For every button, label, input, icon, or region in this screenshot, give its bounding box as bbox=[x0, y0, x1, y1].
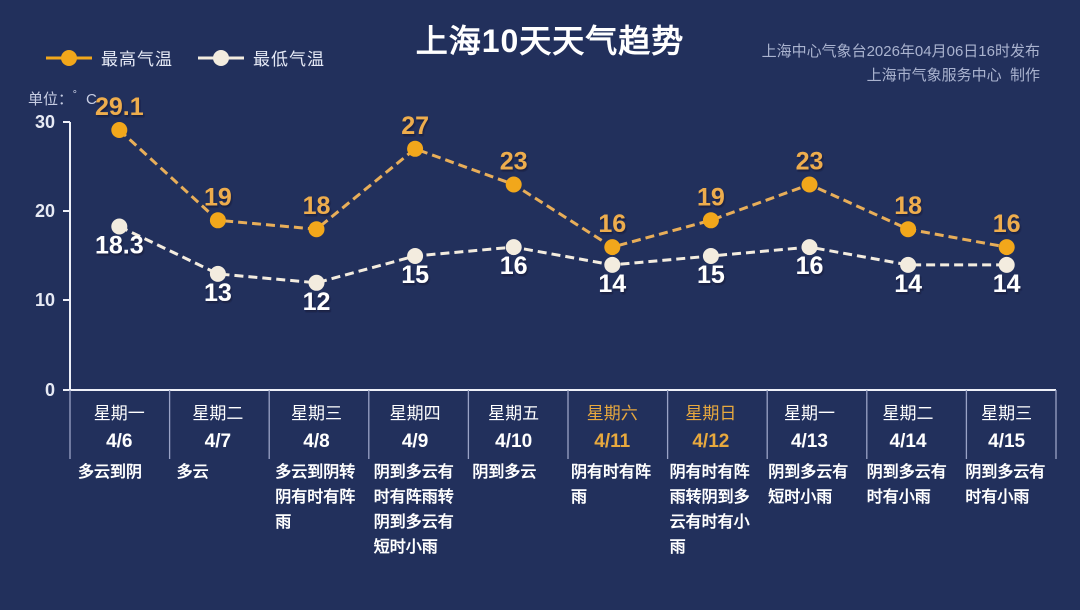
svg-text:18.3: 18.3 bbox=[95, 232, 144, 260]
svg-text:14: 14 bbox=[894, 270, 922, 298]
svg-text:15: 15 bbox=[401, 261, 429, 289]
svg-text:19: 19 bbox=[204, 183, 232, 211]
svg-text:16: 16 bbox=[993, 210, 1021, 238]
svg-text:16: 16 bbox=[598, 210, 626, 238]
svg-text:23: 23 bbox=[796, 148, 824, 176]
svg-text:19: 19 bbox=[697, 183, 725, 211]
svg-text:10: 10 bbox=[35, 290, 55, 310]
svg-text:13: 13 bbox=[204, 279, 232, 307]
svg-text:14: 14 bbox=[598, 270, 626, 298]
svg-text:30: 30 bbox=[35, 112, 55, 132]
svg-text:23: 23 bbox=[500, 148, 528, 176]
svg-text:27: 27 bbox=[401, 112, 429, 140]
svg-text:29.1: 29.1 bbox=[95, 93, 144, 121]
svg-text:12: 12 bbox=[303, 288, 331, 316]
svg-text:16: 16 bbox=[500, 252, 528, 280]
svg-text:20: 20 bbox=[35, 201, 55, 221]
svg-text:16: 16 bbox=[796, 252, 824, 280]
svg-text:15: 15 bbox=[697, 261, 725, 289]
svg-text:14: 14 bbox=[993, 270, 1021, 298]
svg-text:18: 18 bbox=[303, 192, 331, 220]
svg-text:0: 0 bbox=[45, 380, 55, 400]
svg-text:18: 18 bbox=[894, 192, 922, 220]
